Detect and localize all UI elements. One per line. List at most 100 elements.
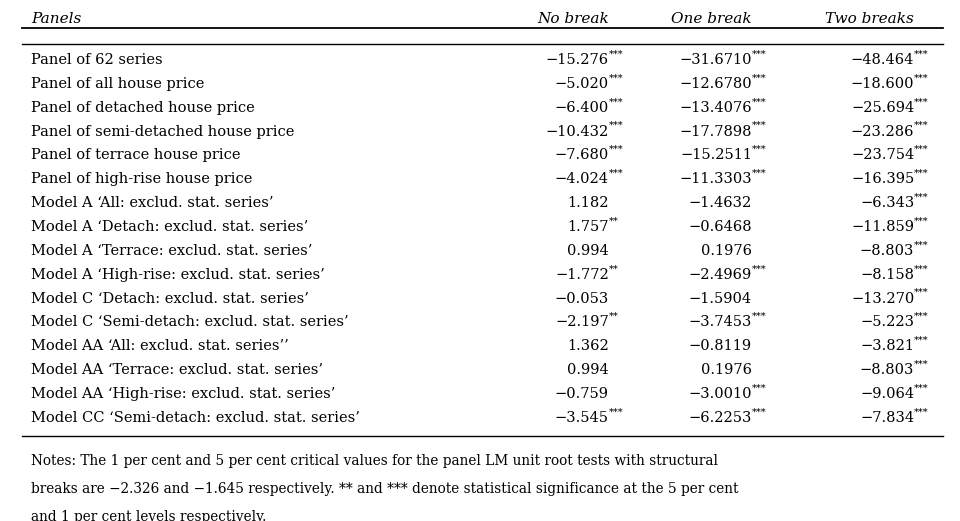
Text: ***: *** <box>752 49 767 59</box>
Text: −10.432: −10.432 <box>545 125 609 139</box>
Text: −4.024: −4.024 <box>555 172 609 187</box>
Text: ***: *** <box>609 407 623 416</box>
Text: ***: *** <box>752 73 767 82</box>
Text: 0.994: 0.994 <box>567 363 609 377</box>
Text: −0.6468: −0.6468 <box>688 220 752 234</box>
Text: −17.7898: −17.7898 <box>680 125 752 139</box>
Text: −6.2253: −6.2253 <box>688 411 752 425</box>
Text: Panel of high-rise house price: Panel of high-rise house price <box>32 172 252 187</box>
Text: −8.803: −8.803 <box>860 363 914 377</box>
Text: Panels: Panels <box>32 12 82 26</box>
Text: −3.0010: −3.0010 <box>688 387 752 401</box>
Text: ***: *** <box>914 73 929 82</box>
Text: ***: *** <box>914 145 929 154</box>
Text: Model A ‘All: exclud. stat. series’: Model A ‘All: exclud. stat. series’ <box>32 196 274 210</box>
Text: −13.4076: −13.4076 <box>680 101 752 115</box>
Text: ***: *** <box>752 407 767 416</box>
Text: −0.759: −0.759 <box>555 387 609 401</box>
Text: ***: *** <box>609 97 623 106</box>
Text: −8.803: −8.803 <box>860 244 914 258</box>
Text: Notes: The 1 per cent and 5 per cent critical values for the panel LM unit root : Notes: The 1 per cent and 5 per cent cri… <box>32 453 718 467</box>
Text: Panel of detached house price: Panel of detached house price <box>32 101 255 115</box>
Text: ***: *** <box>609 73 623 82</box>
Text: −11.3303: −11.3303 <box>680 172 752 187</box>
Text: **: ** <box>609 264 618 273</box>
Text: ***: *** <box>609 169 623 178</box>
Text: ***: *** <box>914 121 929 130</box>
Text: Two breaks: Two breaks <box>826 12 914 26</box>
Text: ***: *** <box>914 264 929 273</box>
Text: −1.772: −1.772 <box>555 268 609 282</box>
Text: ***: *** <box>914 97 929 106</box>
Text: 0.994: 0.994 <box>567 244 609 258</box>
Text: ***: *** <box>914 240 929 250</box>
Text: Panel of semi-detached house price: Panel of semi-detached house price <box>32 125 295 139</box>
Text: −18.600: −18.600 <box>851 77 914 91</box>
Text: −5.223: −5.223 <box>860 315 914 329</box>
Text: −6.400: −6.400 <box>555 101 609 115</box>
Text: ***: *** <box>914 217 929 226</box>
Text: −3.821: −3.821 <box>860 339 914 353</box>
Text: ***: *** <box>609 49 623 59</box>
Text: −5.020: −5.020 <box>555 77 609 91</box>
Text: ***: *** <box>609 121 623 130</box>
Text: Model AA ‘Terrace: exclud. stat. series’: Model AA ‘Terrace: exclud. stat. series’ <box>32 363 324 377</box>
Text: ***: *** <box>609 145 623 154</box>
Text: ***: *** <box>914 383 929 392</box>
Text: −23.286: −23.286 <box>851 125 914 139</box>
Text: Model C ‘Semi-detach: exclud. stat. series’: Model C ‘Semi-detach: exclud. stat. seri… <box>32 315 349 329</box>
Text: Model AA ‘High-rise: exclud. stat. series’: Model AA ‘High-rise: exclud. stat. serie… <box>32 387 336 401</box>
Text: −9.064: −9.064 <box>860 387 914 401</box>
Text: **: ** <box>609 312 618 321</box>
Text: ***: *** <box>914 336 929 345</box>
Text: −31.6710: −31.6710 <box>680 53 752 67</box>
Text: ***: *** <box>752 169 767 178</box>
Text: ***: *** <box>752 145 767 154</box>
Text: 1.182: 1.182 <box>567 196 609 210</box>
Text: ***: *** <box>914 169 929 178</box>
Text: Model A ‘High-rise: exclud. stat. series’: Model A ‘High-rise: exclud. stat. series… <box>32 268 325 282</box>
Text: No break: No break <box>537 12 609 26</box>
Text: ***: *** <box>752 264 767 273</box>
Text: ***: *** <box>914 193 929 202</box>
Text: −11.859: −11.859 <box>852 220 914 234</box>
Text: −3.7453: −3.7453 <box>688 315 752 329</box>
Text: Panel of all house price: Panel of all house price <box>32 77 204 91</box>
Text: −6.343: −6.343 <box>860 196 914 210</box>
Text: −2.197: −2.197 <box>555 315 609 329</box>
Text: −16.395: −16.395 <box>851 172 914 187</box>
Text: −7.834: −7.834 <box>860 411 914 425</box>
Text: Panel of 62 series: Panel of 62 series <box>32 53 163 67</box>
Text: Model CC ‘Semi-detach: exclud. stat. series’: Model CC ‘Semi-detach: exclud. stat. ser… <box>32 411 360 425</box>
Text: ***: *** <box>752 97 767 106</box>
Text: ***: *** <box>752 383 767 392</box>
Text: ***: *** <box>914 49 929 59</box>
Text: −2.4969: −2.4969 <box>688 268 752 282</box>
Text: Model A ‘Detach: exclud. stat. series’: Model A ‘Detach: exclud. stat. series’ <box>32 220 309 234</box>
Text: ***: *** <box>752 121 767 130</box>
Text: breaks are −2.326 and −1.645 respectively. ** and *** denote statistical signifi: breaks are −2.326 and −1.645 respectivel… <box>32 482 739 496</box>
Text: One break: One break <box>671 12 752 26</box>
Text: −1.5904: −1.5904 <box>689 292 752 305</box>
Text: −7.680: −7.680 <box>555 148 609 163</box>
Text: ***: *** <box>914 312 929 321</box>
Text: −25.694: −25.694 <box>851 101 914 115</box>
Text: −48.464: −48.464 <box>851 53 914 67</box>
Text: Model C ‘Detach: exclud. stat. series’: Model C ‘Detach: exclud. stat. series’ <box>32 292 309 305</box>
Text: 0.1976: 0.1976 <box>701 244 752 258</box>
Text: Panel of terrace house price: Panel of terrace house price <box>32 148 241 163</box>
Text: ***: *** <box>914 359 929 368</box>
Text: 1.362: 1.362 <box>567 339 609 353</box>
Text: ***: *** <box>914 407 929 416</box>
Text: −0.8119: −0.8119 <box>689 339 752 353</box>
Text: −15.2511: −15.2511 <box>680 148 752 163</box>
Text: −3.545: −3.545 <box>555 411 609 425</box>
Text: −12.6780: −12.6780 <box>680 77 752 91</box>
Text: Model AA ‘All: exclud. stat. series’’: Model AA ‘All: exclud. stat. series’’ <box>32 339 289 353</box>
Text: Model A ‘Terrace: exclud. stat. series’: Model A ‘Terrace: exclud. stat. series’ <box>32 244 313 258</box>
Text: −1.4632: −1.4632 <box>688 196 752 210</box>
Text: −15.276: −15.276 <box>545 53 609 67</box>
Text: ***: *** <box>914 288 929 297</box>
Text: −13.270: −13.270 <box>851 292 914 305</box>
Text: −0.053: −0.053 <box>555 292 609 305</box>
